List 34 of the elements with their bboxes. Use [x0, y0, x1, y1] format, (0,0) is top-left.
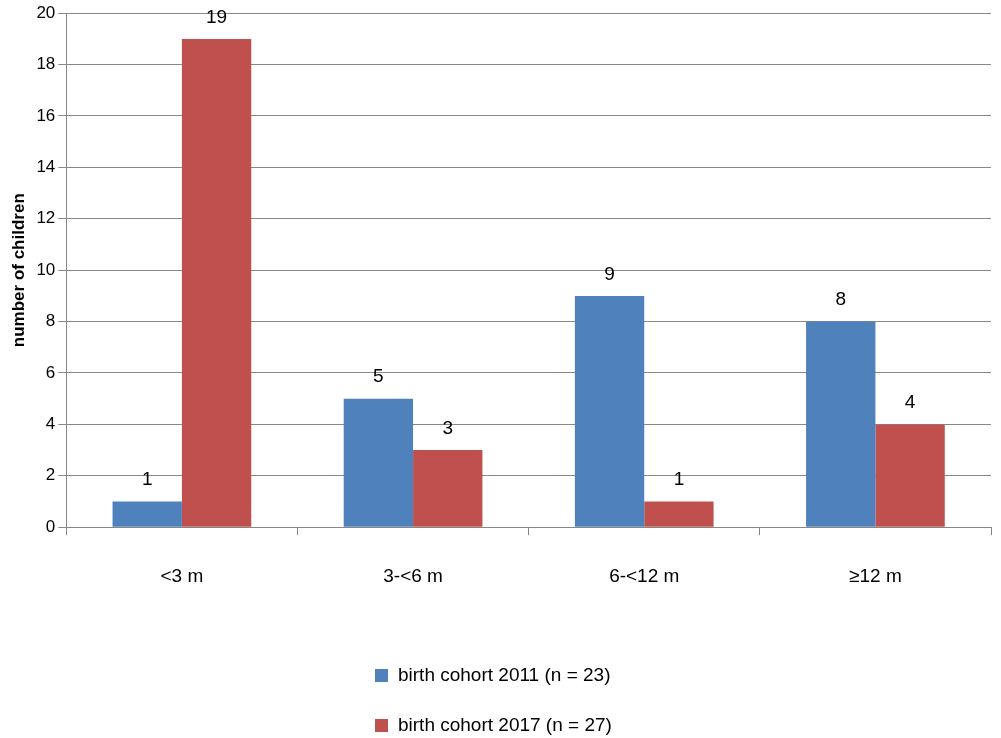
data-label: 1	[141, 468, 153, 490]
bar	[644, 501, 714, 527]
y-tick-label: 6	[45, 362, 56, 382]
data-label: 5	[373, 365, 384, 387]
data-label: 1	[673, 468, 685, 490]
y-tick-label: 2	[45, 465, 56, 485]
bar	[806, 321, 876, 527]
bar	[343, 398, 414, 527]
y-tick-label: 8	[45, 311, 56, 331]
y-tick-label: 20	[36, 2, 56, 22]
legend-label: birth cohort 2017 (n = 27)	[398, 714, 612, 736]
y-tick-label: 12	[36, 208, 56, 228]
bar	[875, 424, 945, 527]
y-tick-label: 10	[36, 259, 56, 279]
bar	[574, 295, 645, 527]
bar	[181, 38, 252, 527]
y-tick-label: 16	[36, 105, 56, 125]
x-tick-label: <3 m	[160, 564, 204, 586]
bar	[112, 501, 182, 527]
y-axis-title: number of children	[8, 193, 28, 348]
data-label: 9	[604, 262, 615, 284]
y-tick-label: 14	[36, 157, 56, 177]
y-tick-label: 4	[45, 414, 56, 434]
data-label: 19	[206, 5, 228, 27]
data-label: 4	[904, 391, 916, 413]
data-label: 3	[442, 416, 454, 438]
x-tick-label: 3-<6 m	[383, 564, 443, 586]
legend-label: birth cohort 2011 (n = 23)	[398, 664, 611, 686]
x-tick-label: ≥12 m	[849, 564, 902, 586]
x-tick-label: 6-<12 m	[609, 564, 680, 586]
bar	[413, 450, 483, 527]
y-tick-label: 18	[36, 54, 56, 74]
data-label: 8	[835, 288, 847, 310]
y-tick-label: 0	[45, 516, 56, 536]
